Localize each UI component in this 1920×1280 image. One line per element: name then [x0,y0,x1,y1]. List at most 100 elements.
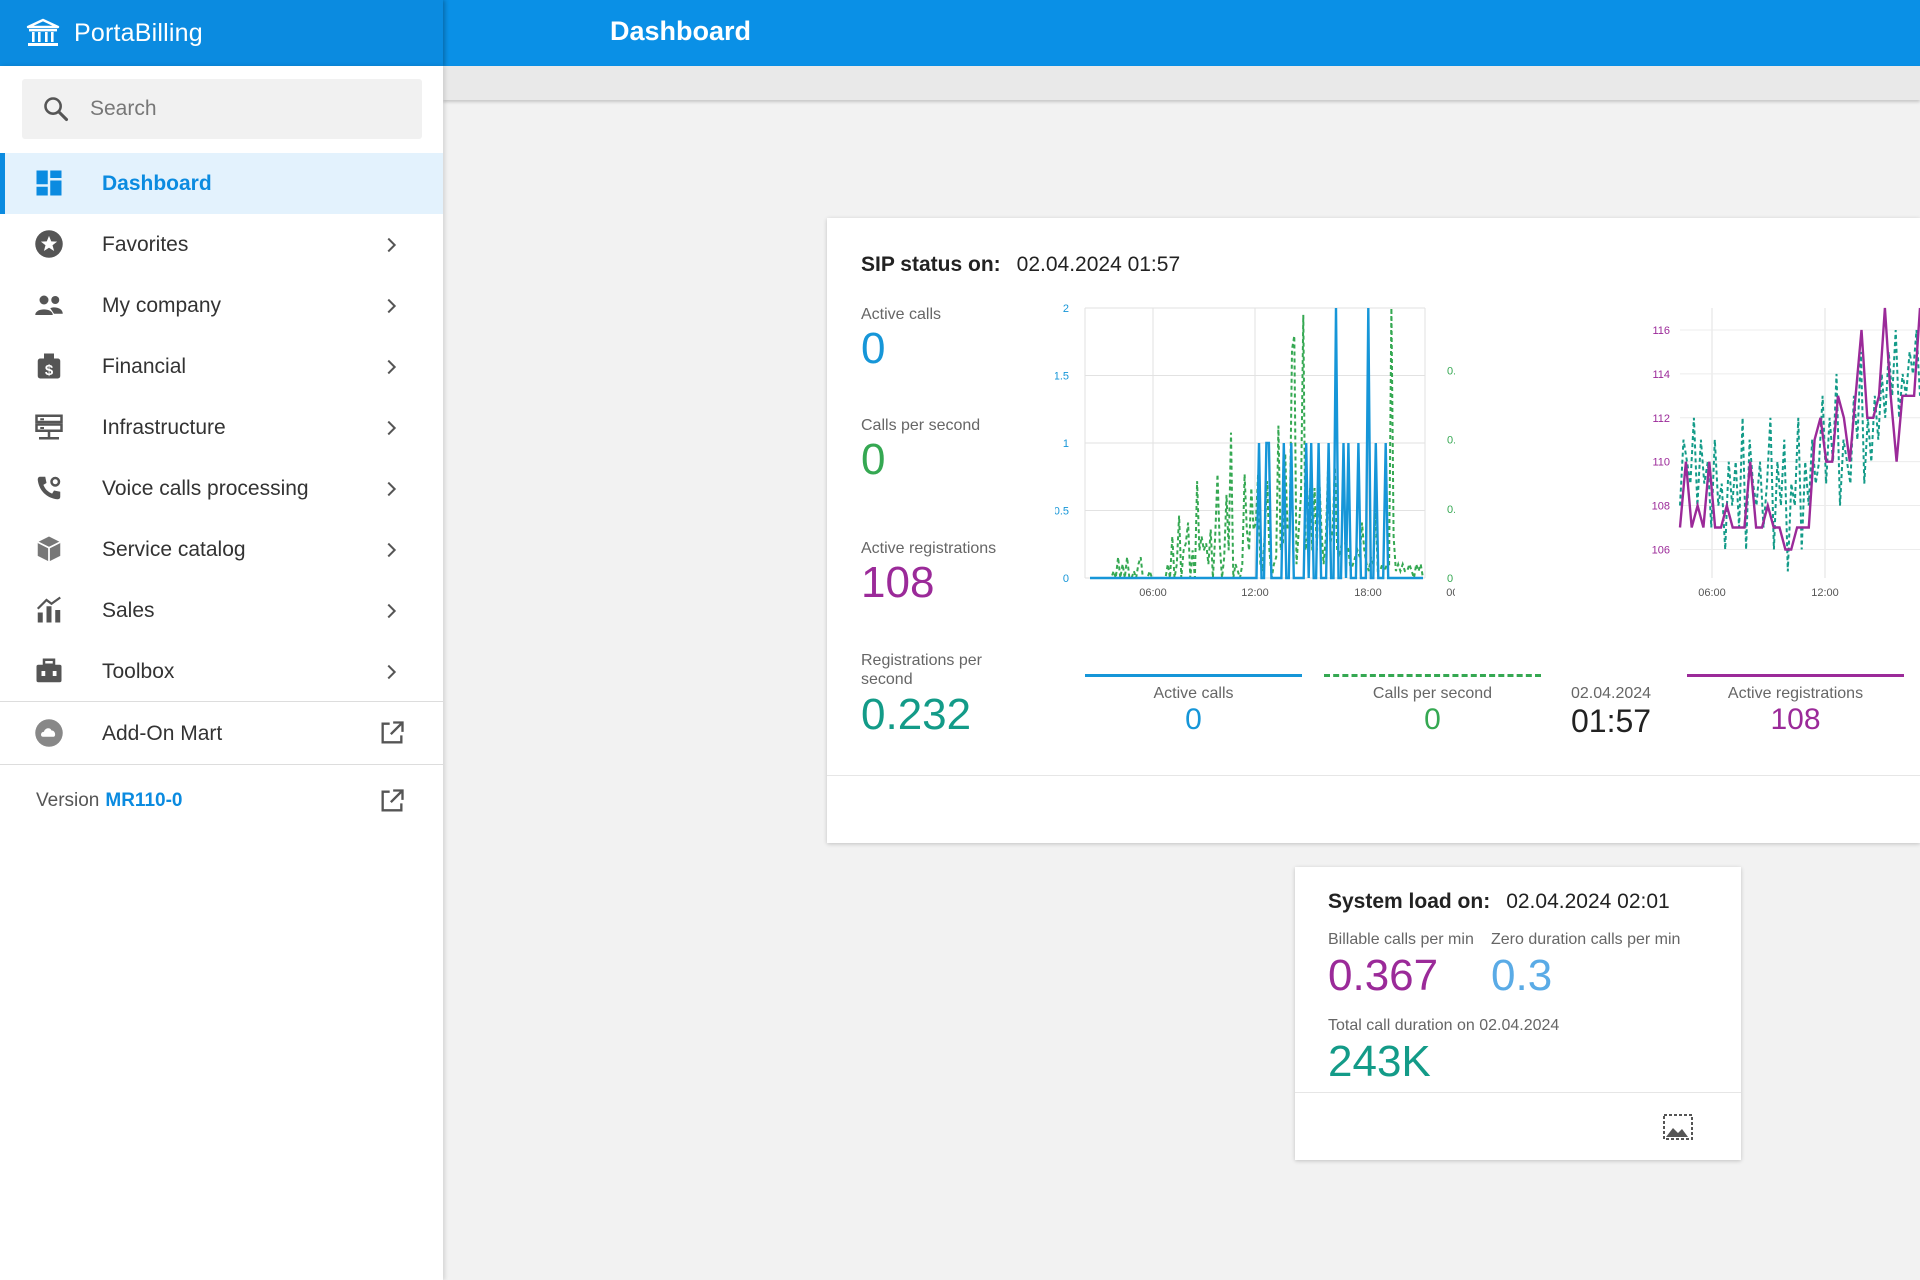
sidebar-item-favorites[interactable]: Favorites [0,214,443,275]
y2-tick-label: 0.02 [1447,435,1455,447]
chevron-right-icon [387,237,397,253]
external-link-icon[interactable] [378,719,406,747]
sip-status-card: SIP status on: 02.04.2024 01:57 Active ca… [827,218,1920,843]
total-duration-label: Total call duration on 02.04.2024 [1328,1017,1560,1034]
brand-area[interactable]: PortaBilling [0,0,443,66]
sidebar-item-infrastructure[interactable]: Infrastructure [0,397,443,458]
y-tick-label: 2 [1063,303,1069,315]
chevron-right-icon [387,542,397,558]
sip-status-timestamp: 02.04.2024 01:57 [1016,253,1181,276]
sidebar-item-add-on-mart[interactable]: Add-On Mart [0,703,443,764]
card-footer-divider [1295,1092,1741,1093]
version-value[interactable]: MR110-0 [105,790,183,811]
active-calls-value: 0 [861,324,886,373]
series-line-registrations-per-second [1679,329,1920,572]
sidebar-item-voice-calls-processing[interactable]: Voice calls processing [0,458,443,519]
series-line-active-registrations [1678,307,1920,551]
chevron-right-icon [387,298,397,314]
x-tick-label: 12:00 [1241,587,1269,598]
card-footer-divider [827,775,1920,776]
sidebar-item-label: Sales [102,598,155,622]
legend-time: 01:57 [1571,703,1652,739]
sidebar: Dashboard Favorites My company $ Financi… [0,66,443,1280]
toolbox-icon [36,658,62,683]
chevron-right-icon [387,664,397,680]
active-registrations-label: Active registrations [861,540,997,557]
cloud-icon [35,719,63,747]
y-tick-label: 108 [1652,501,1670,513]
sidebar-divider [0,701,443,702]
system-load-header: System load on: 02.04.2024 02:01 [1328,890,1670,914]
people-icon [35,295,63,315]
sidebar-item-toolbox[interactable]: Toolbox [0,641,443,702]
active-registrations-value: 108 [861,558,935,607]
sidebar-item-dashboard[interactable]: Dashboard [0,153,443,214]
sidebar-item-financial[interactable]: $ Financial [0,336,443,397]
calls-chart: 0 0.5 1 1.5 2 0 0.01 0.02 0.03 06:00 12:00 18:00 00:… [1055,303,1455,598]
money-bag-icon: $ [37,353,61,379]
system-load-label: System load on: [1328,890,1491,913]
y-tick-label: 116 [1652,325,1670,337]
chevron-right-icon [387,420,397,436]
active-indicator [0,153,5,214]
y2-tick-label: 0.01 [1447,504,1455,516]
sidebar-item-label: Toolbox [102,659,175,683]
registrations-per-second-value: 0.232 [861,690,972,739]
series-line-active-calls [1090,307,1423,580]
zero-duration-value: 0.3 [1491,951,1553,1000]
box-icon [37,536,61,562]
sidebar-item-label: Voice calls processing [102,476,309,500]
legend-active-calls-line [1085,674,1302,677]
system-load-card: System load on: 02.04.2024 02:01 Billable… [1295,867,1741,1160]
y-tick-label: 0.5 [1055,506,1069,518]
y2-tick-label: 0.03 [1447,365,1455,377]
sidebar-item-label: Dashboard [102,171,212,195]
legend-cps-line [1324,674,1541,677]
registrations-per-second-label: Registrations per second [861,652,982,688]
sidebar-item-service-catalog[interactable]: Service catalog [0,519,443,580]
sub-toolbar [443,66,1920,100]
active-calls-label: Active calls [861,306,942,323]
y-tick-label: 0 [1063,573,1069,585]
sidebar-item-label: My company [102,293,222,317]
billable-calls-label: Billable calls per min [1328,931,1474,948]
x-tick-label: 12:00 [1811,587,1839,598]
image-export-icon[interactable] [1662,1113,1694,1141]
dashboard-icon [36,170,62,196]
zero-duration-label: Zero duration calls per min [1491,931,1681,948]
y-tick-label: 114 [1652,369,1670,381]
legend-registrations-line [1687,674,1904,677]
calls-per-second-label: Calls per second [861,417,981,434]
y-tick-label: 1.5 [1055,371,1069,383]
search-box[interactable] [22,79,422,139]
sidebar-item-my-company[interactable]: My company [0,275,443,336]
legend-active-calls-value: 0 [1185,703,1202,736]
sidebar-item-label: Favorites [102,232,189,256]
y-tick-label: 112 [1652,413,1670,425]
search-icon [44,97,69,122]
sidebar-item-sales[interactable]: Sales [0,580,443,641]
search-input[interactable] [88,96,392,122]
system-load-timestamp: 02.04.2024 02:01 [1506,890,1670,913]
bank-logo-icon [26,18,60,46]
version-label: Version [36,790,100,811]
billable-calls-value: 0.367 [1328,951,1439,1000]
total-duration-value: 243K [1328,1037,1431,1086]
bar-chart-icon [36,596,61,623]
chevron-right-icon [387,481,397,497]
sip-status-label: SIP status on: [861,253,1001,276]
svg-text:$: $ [45,362,54,379]
phone-gear-icon [37,476,61,500]
sidebar-item-label: Add-On Mart [102,721,223,745]
legend-cps-value: 0 [1424,703,1441,736]
x-tick-label: 18:00 [1354,587,1382,598]
y-tick-label: 1 [1063,438,1069,450]
sidebar-divider [0,764,443,765]
registrations-chart: 106 108 110 112 114 116 06:00 12:00 [1652,307,1920,598]
sip-status-header: SIP status on: 02.04.2024 01:57 [861,253,1180,277]
external-link-icon[interactable] [378,787,406,815]
version-info: Version MR110-0 [36,790,182,812]
chevron-right-icon [387,603,397,619]
star-icon [35,230,63,258]
calls-per-second-value: 0 [861,435,886,484]
